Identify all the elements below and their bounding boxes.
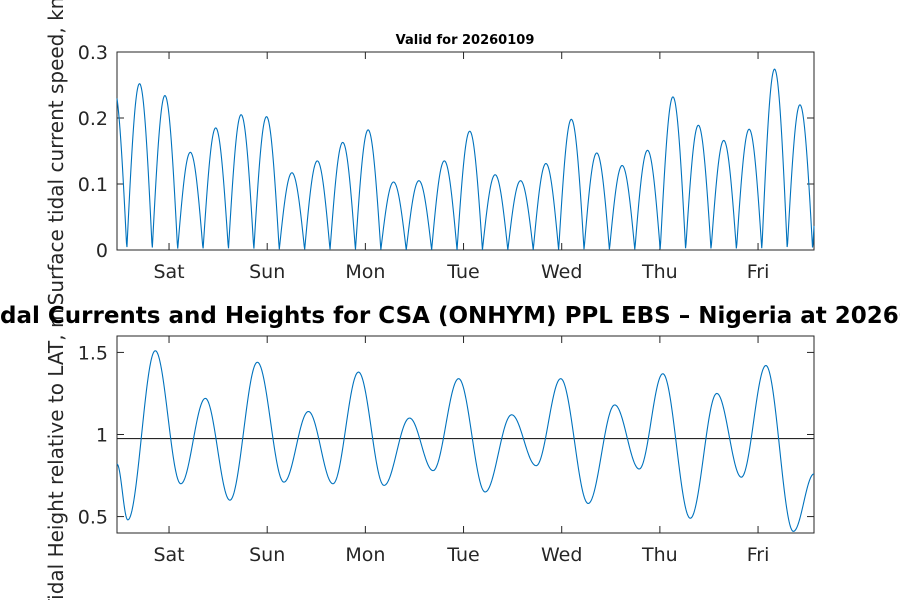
current-speed-ytick-label: 0.2	[78, 108, 108, 130]
current-speed-xtick-label: Sat	[153, 261, 184, 283]
current-speed-series-line	[116, 68, 815, 251]
current-speed-ytick-label: 0.3	[78, 42, 108, 64]
tidal-height-xtick-label: Wed	[541, 544, 582, 566]
tidal-height-xtick-label: Mon	[345, 544, 385, 566]
main-title: dal Currents and Heights for CSA (ONHYM)…	[0, 303, 900, 329]
current-speed-ytick-label: 0.1	[78, 174, 108, 196]
tidal-height-ticks: 0.5 1 1.5 Sat Sun Mon Tue Wed Thu Fri	[78, 336, 814, 566]
current-speed-ylabel: Surface tidal current speed, kn	[44, 0, 68, 305]
tidal-height-xtick-label: Thu	[641, 544, 678, 566]
tidal-height-ytick-label: 1.5	[78, 342, 108, 364]
tidal-height-axes: 0.5 1 1.5 Sat Sun Mon Tue Wed Thu Fri Tidal Heigh…	[44, 309, 815, 600]
tidal-height-series-line	[116, 350, 815, 532]
tidal-height-plot-area	[116, 335, 815, 534]
tidal-height-ylabel: Tidal Height relative to LAT, m	[44, 309, 68, 600]
current-speed-xtick-label: Mon	[345, 261, 385, 283]
tidal-height-ytick-label: 0.5	[78, 507, 108, 529]
current-speed-xtick-label: Sun	[249, 261, 285, 283]
current-speed-ytick-label: 0	[96, 240, 108, 262]
tidal-height-xtick-label: Sun	[249, 544, 285, 566]
current-speed-xtick-label: Thu	[641, 261, 678, 283]
current-speed-title: Valid for 20260109	[396, 33, 535, 48]
current-speed-xtick-label: Fri	[747, 261, 770, 283]
current-speed-axes: 0 0.1 0.2 0.3 Sat Sun Mon Tue Wed Thu Fri Valid fo…	[44, 0, 815, 305]
tidal-height-xtick-label: Fri	[747, 544, 770, 566]
current-speed-xtick-label: Wed	[541, 261, 582, 283]
current-speed-ticks: 0 0.1 0.2 0.3 Sat Sun Mon Tue Wed Thu Fri	[78, 42, 814, 283]
tidal-height-ytick-label: 1	[96, 425, 108, 447]
tidal-height-xtick-label: Tue	[446, 544, 479, 566]
current-speed-xtick-label: Tue	[446, 261, 479, 283]
tidal-height-xtick-label: Sat	[153, 544, 184, 566]
